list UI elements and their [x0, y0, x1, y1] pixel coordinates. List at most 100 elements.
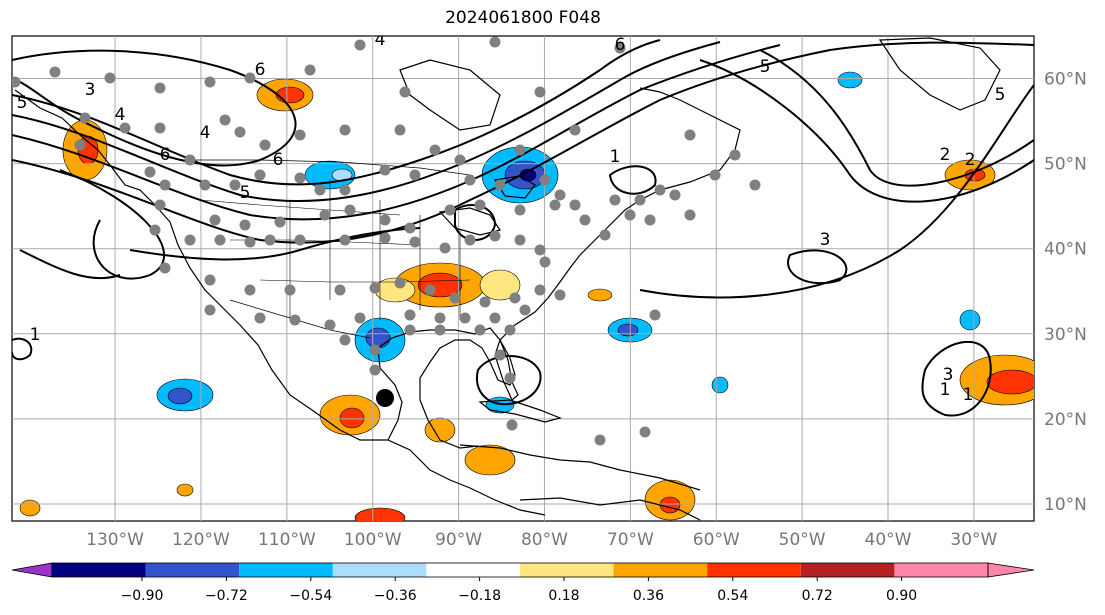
station-dot — [749, 179, 761, 191]
station-dot — [259, 139, 271, 151]
station-dot — [506, 419, 518, 431]
colorbar-extend-high — [987, 562, 1035, 578]
colorbar-segment — [800, 563, 895, 577]
lon-tick-label: 60°W — [693, 530, 740, 550]
colorbar-segment — [332, 563, 427, 577]
colorbar-tick-label: −0.90 — [121, 588, 164, 604]
station-dot — [304, 64, 316, 76]
anomaly-blob — [19, 499, 41, 517]
colorbar-segment — [426, 563, 520, 577]
station-dot — [654, 184, 666, 196]
station-dot — [464, 234, 476, 246]
contour-label: 5 — [17, 93, 28, 113]
station-dot — [454, 154, 466, 166]
colorbar: −0.90 −0.72 −0.54 −0.36 −0.18 0.18 0.36 0.54 0.7… — [11, 562, 1035, 604]
station-dot — [144, 166, 156, 178]
colorbar-segment — [707, 563, 801, 577]
lat-tick-label: 60°N — [1044, 70, 1087, 90]
station-dot — [649, 309, 661, 321]
station-dot — [79, 112, 91, 124]
station-dot — [314, 184, 326, 196]
longitude-labels: 130°W 120°W 110°W 100°W 90°W 80°W 70°W 60°W 50°W… — [86, 530, 997, 550]
station-dot — [12, 76, 21, 88]
station-dot — [429, 144, 441, 156]
station-dot — [594, 434, 606, 446]
contour-label: 1 — [963, 385, 974, 405]
station-dot — [504, 324, 516, 336]
anomaly-blob — [275, 86, 305, 104]
station-dot — [539, 256, 551, 268]
station-dot — [554, 289, 566, 301]
station-dot — [669, 189, 681, 201]
contour-label: 6 — [273, 150, 284, 170]
station-dot — [539, 174, 551, 186]
station-dot — [254, 169, 266, 181]
contour-label: 5 — [995, 85, 1006, 105]
contour-label: 1 — [940, 380, 951, 400]
station-dot — [614, 42, 626, 54]
anomaly-blob — [986, 369, 1034, 395]
anomaly-blob — [167, 387, 193, 405]
anomaly-fills — [19, 71, 1034, 521]
station-dot — [339, 184, 351, 196]
station-dot — [439, 242, 451, 254]
station-dot — [609, 194, 621, 206]
contour-label: 4 — [115, 105, 126, 125]
latitude-labels: 60°N 50°N 40°N 30°N 20°N 10°N — [1044, 70, 1087, 515]
colorbar-extend-low — [11, 562, 53, 578]
contour-label: 6 — [615, 35, 626, 55]
station-dot — [369, 282, 381, 294]
station-dot — [294, 129, 306, 141]
anomaly-blob — [464, 444, 516, 476]
contour-label: 3 — [943, 365, 954, 385]
contour-label: 4 — [200, 123, 211, 143]
contour-label: 2 — [965, 150, 976, 170]
station-dot — [184, 154, 196, 166]
lon-tick-label: 80°W — [521, 530, 568, 550]
colorbar-tick-label: 0.90 — [886, 588, 917, 604]
station-dot — [534, 244, 546, 256]
anomaly-blob — [354, 507, 406, 521]
station-dot — [554, 189, 566, 201]
contour-label: 6 — [160, 145, 171, 165]
station-dot — [209, 214, 221, 226]
station-dot — [444, 204, 456, 216]
station-dot — [264, 234, 276, 246]
colorbar-tick-label: −0.18 — [458, 588, 501, 604]
station-dot — [49, 66, 61, 78]
station-dot — [339, 234, 351, 246]
station-dot — [244, 284, 256, 296]
map-title: 2024061800 F048 — [445, 8, 601, 28]
station-dot — [434, 324, 446, 336]
colorbar-tick-label: −0.72 — [205, 588, 248, 604]
colorbar-tick-label: 0.36 — [633, 588, 664, 604]
station-dot — [319, 209, 331, 221]
anomaly-blob — [711, 376, 729, 394]
station-dot — [339, 124, 351, 136]
station-dot — [284, 284, 296, 296]
colorbar-segment — [894, 563, 988, 577]
station-dot — [434, 312, 446, 324]
lon-tick-label: 90°W — [435, 530, 482, 550]
station-dot — [274, 216, 286, 228]
station-dot — [399, 86, 411, 98]
station-dot — [159, 262, 171, 274]
contour-label: 2 — [940, 145, 951, 165]
colorbar-segment — [520, 563, 614, 577]
station-dot — [154, 199, 166, 211]
map-frame — [11, 35, 1035, 522]
station-dot — [464, 174, 476, 186]
station-dot — [324, 319, 336, 331]
station-dot — [404, 222, 416, 234]
station-dot — [459, 312, 471, 324]
station-dot — [409, 236, 421, 248]
station-dot — [489, 36, 501, 48]
lat-tick-label: 40°N — [1044, 240, 1087, 260]
station-dot — [569, 124, 581, 136]
station-dot — [149, 224, 161, 236]
station-dot — [479, 296, 491, 308]
station-dot — [119, 122, 131, 134]
station-dot — [514, 204, 526, 216]
station-dot — [549, 199, 561, 211]
